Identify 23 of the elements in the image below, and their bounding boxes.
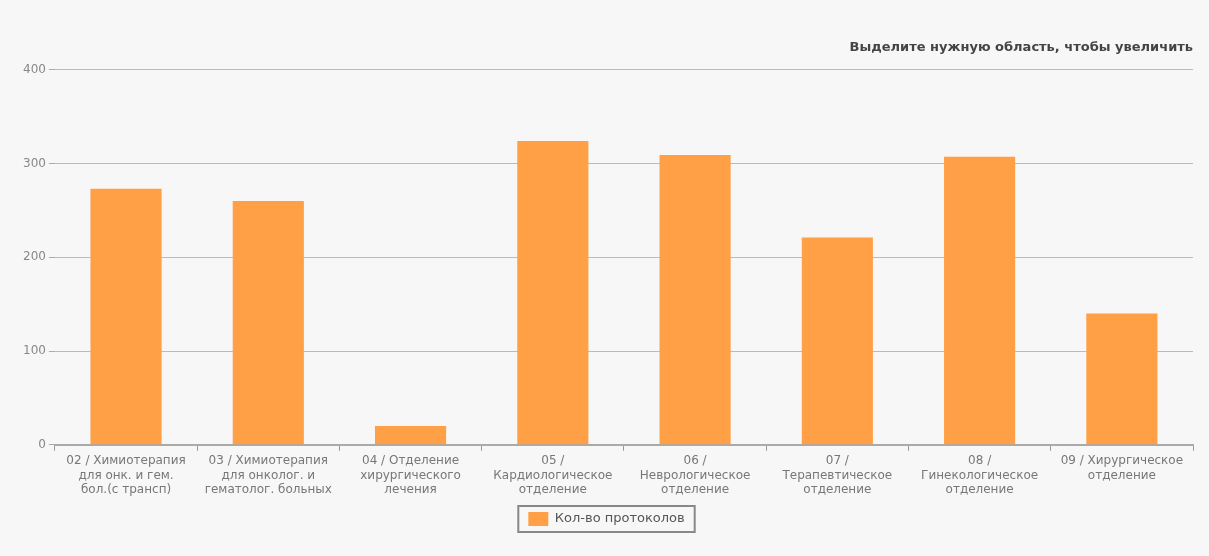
x-tick-label: 05 / Кардиологическое отделение xyxy=(493,453,613,496)
bar xyxy=(1086,313,1158,445)
y-tick-label: 200 xyxy=(23,249,46,264)
bar xyxy=(517,140,589,445)
y-tick-label: 300 xyxy=(23,155,46,170)
x-tick-label: 02 / Химиотерапия для онк. и гем. бол.(с трансп) xyxy=(66,453,186,496)
x-tick-label: 04 / Отделение хирургического лечения xyxy=(360,453,461,496)
y-tick-label: 100 xyxy=(23,343,46,358)
bar xyxy=(232,200,304,445)
x-tick-label: 03 / Химиотерапия для онколог. и гематолог. больных xyxy=(204,453,332,496)
y-tick-label: 400 xyxy=(23,61,46,76)
x-tick-label: 06 / Неврологическое отделение xyxy=(639,453,751,496)
bar xyxy=(801,237,873,445)
chart-title: Выделите нужную область, чтобы увеличить xyxy=(849,39,1193,55)
x-tick-label: 08 / Гинекологическое отделение xyxy=(921,453,1039,496)
x-tick-label: 07 / Терапевтическое отделение xyxy=(781,453,893,496)
legend-label: Кол-во протоколов xyxy=(554,510,685,526)
bar xyxy=(90,188,162,445)
bar xyxy=(659,154,731,445)
bar xyxy=(374,426,447,445)
y-tick-label: 0 xyxy=(38,436,46,451)
bar xyxy=(944,156,1016,445)
x-tick-label: 09 / Хирургическое отделение xyxy=(1060,453,1184,482)
